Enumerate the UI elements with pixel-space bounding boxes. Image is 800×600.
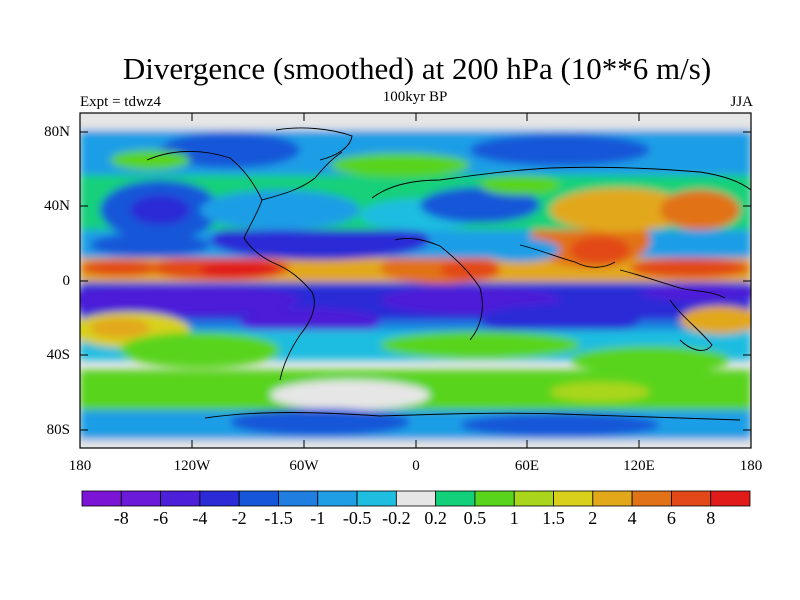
- colorbar-label: 0.5: [463, 508, 487, 528]
- x-tick-label: 60E: [514, 458, 540, 474]
- colorbar-swatch: [592, 490, 633, 507]
- season-label: JJA: [730, 94, 753, 110]
- colorbar-label: -2: [231, 508, 247, 528]
- colorbar-swatch: [435, 490, 476, 507]
- colorbar-swatch: [356, 490, 397, 507]
- x-tick-label: 120E: [623, 458, 655, 474]
- colorbar-label: 2: [588, 508, 598, 528]
- colorbar-label: 0.2: [424, 508, 447, 528]
- colorbar-label: -0.2: [382, 508, 411, 528]
- colorbar-swatch: [317, 490, 358, 507]
- y-ticks: [80, 131, 751, 431]
- colorbar-swatch: [710, 490, 751, 507]
- colorbar-label: -0.5: [342, 508, 372, 528]
- colorbar-swatch: [81, 490, 122, 507]
- colorbar-swatch: [553, 490, 594, 507]
- y-tick-label: 40N: [44, 198, 70, 214]
- colorbar-swatch: [671, 490, 712, 507]
- colorbar-swatch: [474, 490, 515, 507]
- y-tick-label: 80S: [46, 422, 70, 438]
- colorbar-swatch: [199, 490, 240, 507]
- x-tick-label: 60W: [289, 458, 319, 474]
- y-tick-label: 0: [62, 273, 71, 289]
- x-tick-label: 180: [739, 458, 763, 474]
- colorbar-swatch: [278, 490, 319, 507]
- x-tick-label: 120W: [173, 458, 211, 474]
- colorbar-swatch: [395, 490, 437, 507]
- colorbar-label: 6: [666, 508, 676, 528]
- y-tick-label: 40S: [46, 347, 70, 363]
- colorbar-swatch: [513, 490, 554, 507]
- colorbar-label: 4: [627, 508, 637, 528]
- y-tick-label: 80N: [44, 124, 70, 140]
- colorbar-label: -4: [192, 508, 208, 528]
- colorbar-swatch: [160, 490, 201, 507]
- colorbar-label: -6: [153, 508, 169, 528]
- divergence-field: [80, 113, 751, 448]
- colorbar-swatch: [120, 490, 161, 507]
- time-label: 100kyr BP: [382, 89, 448, 105]
- x-tick-label: 180: [68, 458, 92, 474]
- colorbar-swatch: [631, 490, 672, 507]
- colorbar-label: -1.5: [264, 508, 293, 528]
- colorbar-label: 1: [509, 508, 519, 528]
- colorbar: [81, 490, 751, 507]
- x-tick-label: 0: [412, 458, 420, 474]
- colorbar-label: -1: [310, 508, 326, 528]
- colorbar-label: 8: [706, 508, 716, 528]
- colorbar-label: -8: [113, 508, 129, 528]
- coastlines: [146, 127, 751, 421]
- colorbar-swatch: [238, 490, 279, 507]
- colorbar-label: 1.5: [542, 508, 565, 528]
- x-ticks: [191, 113, 640, 448]
- plot-title: Divergence (smoothed) at 200 hPa (10**6 …: [122, 51, 712, 86]
- experiment-label: Expt = tdwz4: [80, 94, 161, 110]
